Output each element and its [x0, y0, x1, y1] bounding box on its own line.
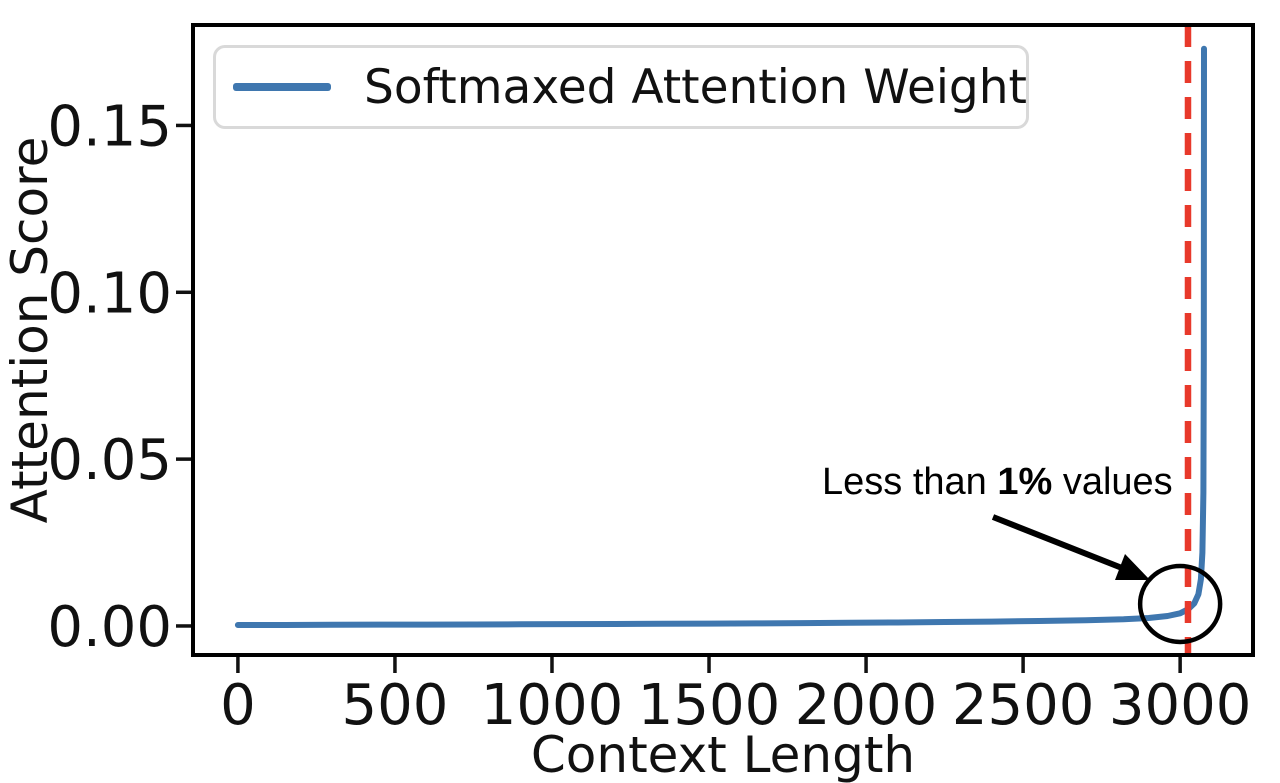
annotation-arrow-shaft [991, 514, 1124, 571]
y-tick-label: 0.15 [47, 94, 172, 159]
attention-line [234, 45, 1207, 628]
x-tick-label: 1000 [481, 673, 624, 738]
annotation-prefix: Less than [822, 461, 998, 503]
x-tick-label: 1500 [638, 673, 781, 738]
x-tick-label: 2000 [795, 673, 938, 738]
annotation-suffix: values [1052, 461, 1173, 503]
annotation-bold: 1% [997, 461, 1053, 503]
x-tick-label: 0 [220, 673, 256, 738]
x-tick-label: 500 [342, 673, 449, 738]
y-axis-label: Attention Score [1, 136, 59, 524]
x-axis-label: Context Length [530, 726, 916, 783]
elbow-circle [1137, 563, 1223, 645]
legend-label: Softmaxed Attention Weight [364, 59, 1027, 115]
legend-line-swatch [233, 83, 331, 91]
legend: Softmaxed Attention Weight [213, 45, 1029, 129]
x-tick-label: 2500 [952, 673, 1095, 738]
plot-border [191, 23, 1255, 657]
y-tick-label: 0.00 [47, 595, 172, 660]
annotation-arrow-head [1115, 554, 1150, 580]
y-tick-label: 0.05 [47, 428, 172, 493]
x-tick-label: 3000 [1109, 673, 1252, 738]
annotation-text: Less than 1% values [822, 461, 1173, 504]
y-tick-label: 0.10 [47, 261, 172, 326]
